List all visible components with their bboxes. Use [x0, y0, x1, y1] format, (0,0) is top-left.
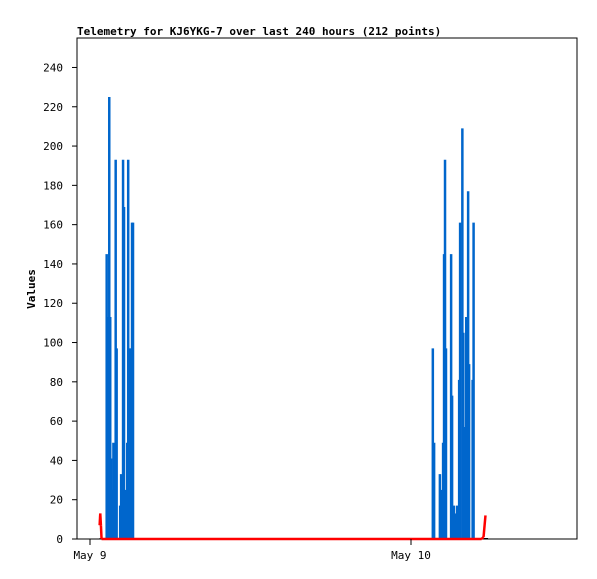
- y-tick-label: 60: [50, 415, 63, 428]
- y-axis: 0 20 40 60 80 100 120 140 160 180 200 220 240: [43, 61, 77, 546]
- data-segment: [480, 536, 485, 540]
- data-segment: [482, 515, 487, 538]
- y-tick-label: 240: [43, 61, 63, 74]
- y-axis-label: Values: [25, 269, 38, 309]
- y-tick-label: 0: [56, 533, 63, 546]
- y-tick-label: 200: [43, 140, 63, 153]
- y-tick-label: 100: [43, 337, 63, 350]
- y-tick-label: 80: [50, 376, 63, 389]
- y-tick-label: 160: [43, 219, 63, 232]
- y-tick-label: 120: [43, 297, 63, 310]
- x-tick-label: May 9: [73, 549, 106, 562]
- y-tick-label: 20: [50, 494, 63, 507]
- y-tick-label: 140: [43, 258, 63, 271]
- y-tick-label: 220: [43, 101, 63, 114]
- series-layer: [98, 96, 489, 541]
- y-tick-label: 40: [50, 454, 63, 467]
- chart-title: Telemetry for KJ6YKG-7 over last 240 hou…: [77, 25, 441, 38]
- x-axis: May 9 May 10: [73, 539, 431, 562]
- data-segment: [99, 513, 103, 526]
- y-tick-label: 180: [43, 179, 63, 192]
- x-tick-label: May 10: [391, 549, 431, 562]
- data-segment: [99, 525, 103, 540]
- series-1: [98, 513, 487, 541]
- series-0: [105, 96, 475, 539]
